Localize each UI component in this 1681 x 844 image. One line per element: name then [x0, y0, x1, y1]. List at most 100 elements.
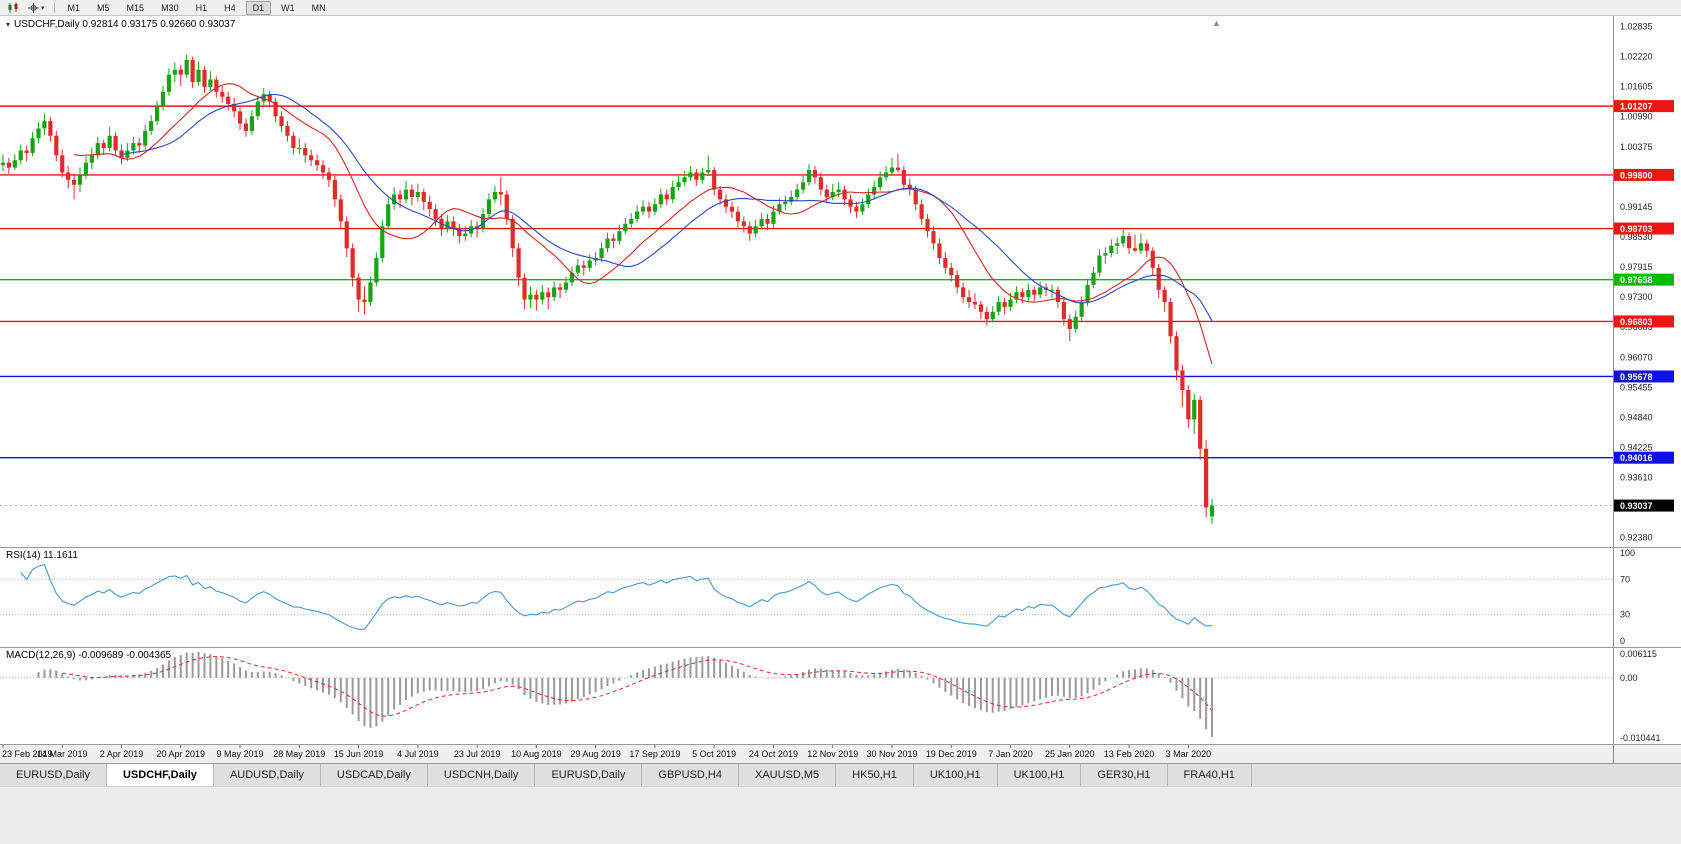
svg-text:0.94016: 0.94016: [1620, 453, 1653, 463]
chart-type-button[interactable]: [4, 1, 24, 15]
price-tag-0.97658: [1614, 273, 1674, 286]
svg-text:10 Aug 2019: 10 Aug 2019: [511, 749, 562, 759]
svg-text:70: 70: [1620, 574, 1630, 584]
svg-text:1.00375: 1.00375: [1620, 142, 1653, 152]
svg-text:30: 30: [1620, 610, 1630, 620]
crosshair-icon: [28, 2, 39, 13]
macd-histogram: [37, 652, 1214, 737]
svg-text:0.97658: 0.97658: [1620, 275, 1653, 285]
ma-fast-red: [74, 83, 1213, 365]
svg-text:24 Oct 2019: 24 Oct 2019: [749, 749, 798, 759]
timeframe-button-mn[interactable]: MN: [311, 2, 326, 13]
dropdown-caret-icon: ▾: [41, 4, 45, 12]
chart-tab-eurusd-daily[interactable]: EURUSD,Daily: [0, 764, 107, 786]
svg-text:19 Dec 2019: 19 Dec 2019: [926, 749, 977, 759]
legend-caret-icon: ▾: [6, 20, 11, 29]
timeframe-button-m30[interactable]: M30: [161, 2, 179, 13]
price-tag-0.95678: [1614, 370, 1674, 383]
macd-label: MACD(12,26,9) -0.009689 -0.004365: [6, 650, 172, 661]
svg-text:4 Jul 2019: 4 Jul 2019: [397, 749, 439, 759]
status-bar: [0, 786, 1681, 843]
svg-text:9 May 2019: 9 May 2019: [217, 749, 264, 759]
ma-slow-blue: [121, 93, 1213, 322]
chart-legend: ▾ USDCHF,Daily 0.92814 0.93175 0.92660 0.…: [6, 19, 235, 30]
price-tag-0.93037: [1614, 499, 1674, 512]
svg-text:0.94225: 0.94225: [1620, 442, 1653, 452]
macd-indicator-pane[interactable]: 0.006115 0.00 -0.010441: [0, 647, 1681, 744]
price-tag-0.98703: [1614, 222, 1674, 235]
svg-text:0.95678: 0.95678: [1620, 372, 1653, 382]
chart-area[interactable]: 1.028351.022201.016051.009901.003750.997…: [0, 16, 1681, 763]
svg-text:0.93037: 0.93037: [1620, 501, 1653, 511]
chart-tab-xauusd-m5[interactable]: XAUUSD,M5: [739, 764, 837, 786]
chart-legend-text: USDCHF,Daily 0.92814 0.93175 0.92660 0.9…: [14, 19, 236, 30]
svg-text:0.99800: 0.99800: [1620, 170, 1653, 180]
svg-text:23 Jul 2019: 23 Jul 2019: [454, 749, 501, 759]
chart-scroll-up-icon[interactable]: ▲: [1212, 18, 1221, 28]
cursor-tool-button[interactable]: ▾: [24, 1, 48, 15]
price-tag-0.96803: [1614, 315, 1674, 328]
svg-text:0.92380: 0.92380: [1620, 533, 1653, 543]
svg-text:1.02220: 1.02220: [1620, 52, 1653, 62]
price-tag-0.99800: [1614, 168, 1674, 181]
price-tag-1.01207: [1614, 100, 1674, 113]
chart-tabs-bar: EURUSD,Daily USDCHF,Daily AUDUSD,Daily USDC…: [0, 763, 1681, 786]
svg-text:5 Oct 2019: 5 Oct 2019: [692, 749, 736, 759]
svg-text:13 Feb 2020: 13 Feb 2020: [1104, 749, 1155, 759]
chart-tab-usdchf-daily[interactable]: USDCHF,Daily: [106, 764, 214, 786]
chart-tab-audusd-daily[interactable]: AUDUSD,Daily: [214, 764, 321, 786]
price-chart-pane[interactable]: 1.028351.022201.016051.009901.003750.997…: [0, 16, 1681, 547]
svg-text:0.96803: 0.96803: [1620, 317, 1653, 327]
svg-text:1.01207: 1.01207: [1620, 102, 1653, 112]
svg-text:30 Nov 2019: 30 Nov 2019: [866, 749, 917, 759]
svg-text:28 May 2019: 28 May 2019: [273, 749, 325, 759]
chart-tab-uk100-h1[interactable]: UK100,H1: [998, 764, 1082, 786]
svg-text:3 Mar 2020: 3 Mar 2020: [1166, 749, 1212, 759]
svg-text:0.96070: 0.96070: [1620, 352, 1653, 362]
svg-text:1.01605: 1.01605: [1620, 82, 1653, 92]
chart-tab-gbpusd-h4[interactable]: GBPUSD,H4: [642, 764, 739, 786]
chart-tab-ger30-h1[interactable]: GER30,H1: [1081, 764, 1168, 786]
svg-text:20 Apr 2019: 20 Apr 2019: [156, 749, 205, 759]
toolbar-separator: [53, 2, 55, 13]
svg-text:1.02835: 1.02835: [1620, 22, 1653, 32]
chart-tab-uk100-h1[interactable]: UK100,H1: [914, 764, 998, 786]
rsi-indicator-pane[interactable]: 100 70 30 0: [0, 547, 1681, 647]
chart-tab-fra40-h1[interactable]: FRA40,H1: [1168, 764, 1252, 786]
rsi-line: [20, 563, 1213, 630]
timeframe-button-h4[interactable]: H4: [224, 2, 236, 13]
svg-text:0.95455: 0.95455: [1620, 382, 1653, 392]
svg-text:0.97300: 0.97300: [1620, 292, 1653, 302]
svg-text:29 Aug 2019: 29 Aug 2019: [570, 749, 621, 759]
timeframe-button-m5[interactable]: M5: [97, 2, 110, 13]
price-tag-0.94016: [1614, 451, 1674, 464]
chart-tab-eurusd-daily[interactable]: EURUSD,Daily: [535, 764, 643, 786]
svg-text:15 Jun 2019: 15 Jun 2019: [334, 749, 384, 759]
svg-text:25 Jan 2020: 25 Jan 2020: [1045, 749, 1095, 759]
svg-text:0.00: 0.00: [1620, 673, 1638, 683]
svg-text:-0.010441: -0.010441: [1620, 733, 1661, 743]
timeframe-button-m15[interactable]: M15: [126, 2, 145, 13]
svg-text:0: 0: [1620, 636, 1625, 646]
chart-tab-hk50-h1[interactable]: HK50,H1: [836, 764, 914, 786]
svg-text:1.00990: 1.00990: [1620, 112, 1653, 122]
timeframe-button-w1[interactable]: W1: [281, 2, 295, 13]
candlestick-chart-icon: [8, 2, 18, 13]
svg-text:0.93610: 0.93610: [1620, 473, 1653, 483]
svg-text:17 Sep 2019: 17 Sep 2019: [629, 749, 680, 759]
svg-text:23 Feb 2019: 23 Feb 2019: [2, 749, 53, 759]
svg-text:0.94840: 0.94840: [1620, 412, 1653, 422]
rsi-label: RSI(14) 11.1611: [6, 550, 78, 561]
timeframe-button-d1[interactable]: D1: [245, 0, 272, 15]
svg-text:14 Mar 2019: 14 Mar 2019: [37, 749, 88, 759]
svg-text:0.98530: 0.98530: [1620, 232, 1653, 242]
chart-tab-usdcad-daily[interactable]: USDCAD,Daily: [321, 764, 428, 786]
timeframe-button-h1[interactable]: H1: [195, 2, 208, 13]
svg-text:100: 100: [1620, 548, 1635, 558]
timeframe-buttons: M1 M5 M15 M30 H1 H4 D1 W1 MN: [61, 0, 336, 15]
timeframe-button-m1[interactable]: M1: [67, 2, 81, 13]
chart-tab-usdcnh-daily[interactable]: USDCNH,Daily: [428, 764, 536, 786]
svg-text:0.99145: 0.99145: [1620, 202, 1653, 212]
toolbar: ▾ M1 M5 M15 M30 H1 H4 D1 W1 MN: [0, 0, 1681, 16]
